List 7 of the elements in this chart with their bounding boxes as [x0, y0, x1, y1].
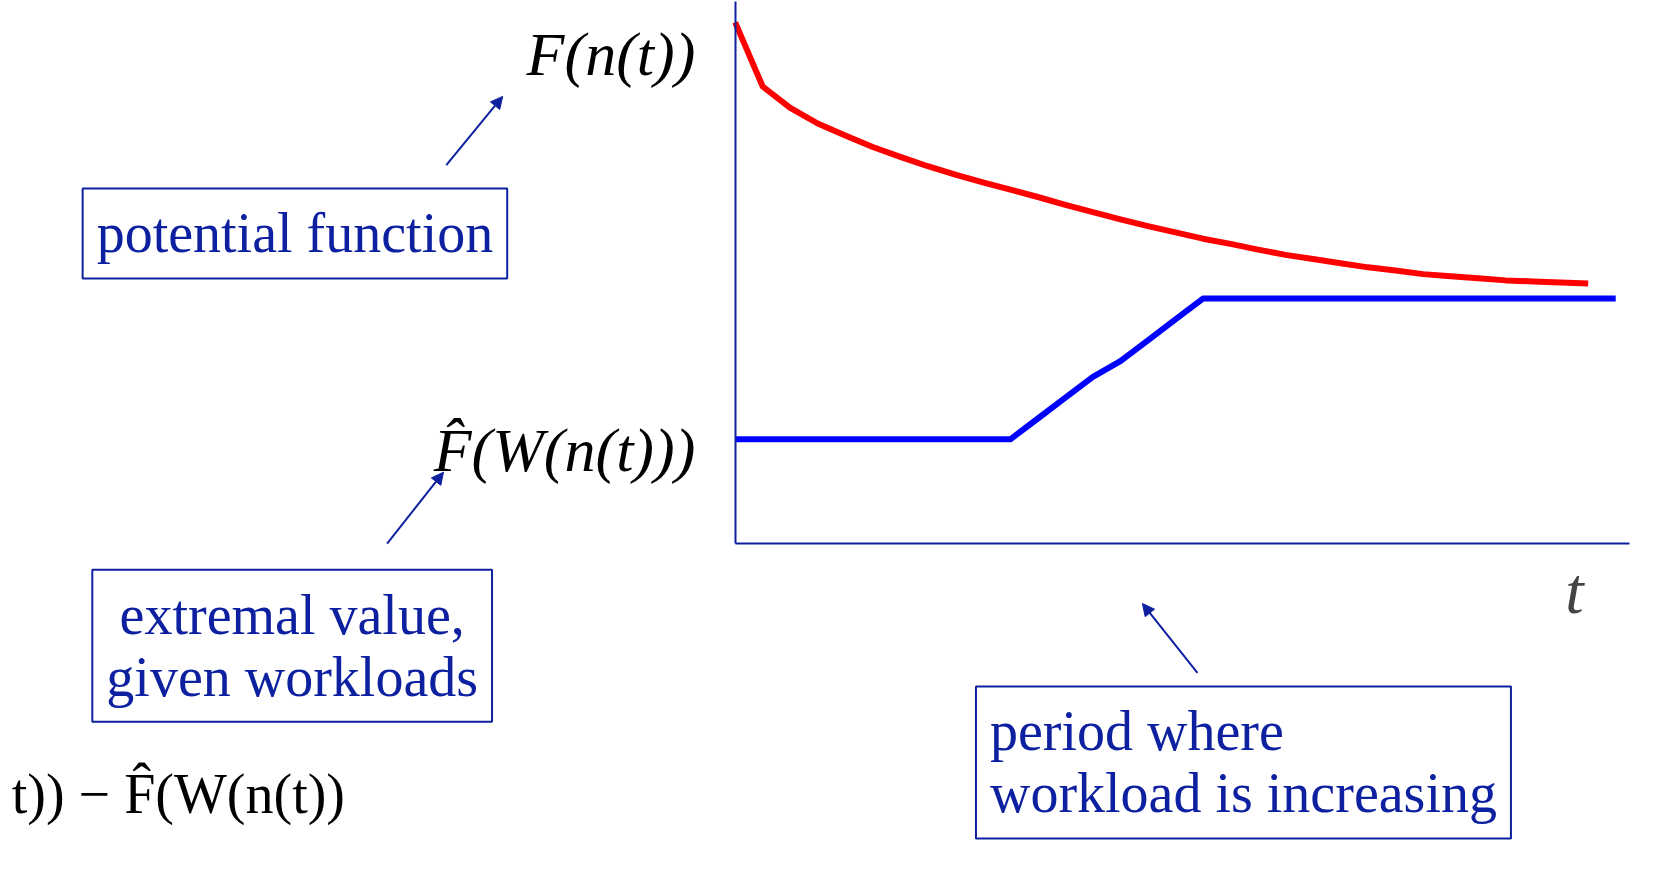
x-axis-title: t — [1565, 553, 1586, 627]
text: extremal value, given workloads — [106, 583, 479, 708]
series-label: F̂(W(n(t))) — [432, 415, 696, 485]
text: period where workload is increasing — [989, 700, 1497, 825]
series-label: F(n(t)) — [525, 19, 696, 89]
text: t)) − F̂(W(n(t)) — [11, 761, 345, 826]
text: potential function — [96, 202, 494, 265]
